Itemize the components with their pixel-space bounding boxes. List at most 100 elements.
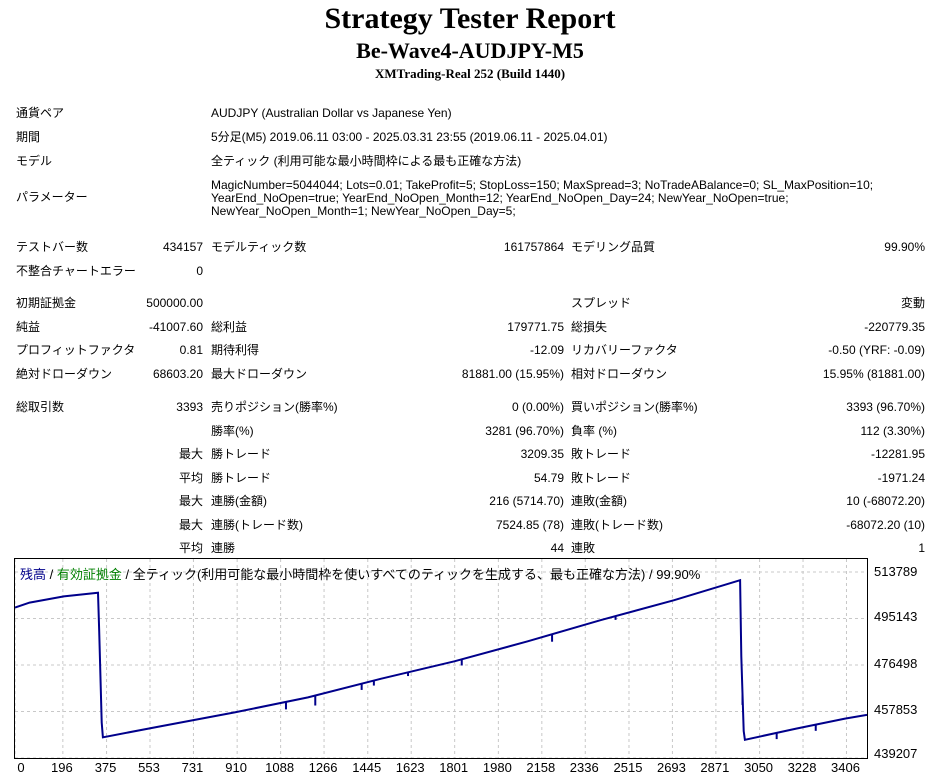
stat-prefix: 最大 xyxy=(178,518,203,532)
stat-value: 112 (3.30%) xyxy=(860,424,925,438)
stat-label: 総損失 xyxy=(571,320,608,334)
stat-label: 総利益 xyxy=(211,320,248,334)
stat-value: 3281 (96.70%) xyxy=(485,424,564,438)
stat-value: -68072.20 (10) xyxy=(846,518,925,532)
stat-value: 0 (0.00%) xyxy=(511,400,564,414)
stat-label: モデリング品質 xyxy=(571,240,656,254)
stat-value: 3209.35 xyxy=(520,447,564,461)
stat-value: 7524.85 (78) xyxy=(495,518,564,532)
x-tick-label: 0 xyxy=(17,760,25,775)
info-value-line: MagicNumber=5044044; Lots=0.01; TakeProf… xyxy=(211,178,874,192)
x-tick-label: 2336 xyxy=(569,760,599,775)
stat-value: -1971.24 xyxy=(877,471,925,485)
info-value: 全ティック (利用可能な最小時間枠による最も正確な方法) xyxy=(211,154,522,168)
stat-label: 絶対ドローダウン xyxy=(16,367,113,381)
stat-label: 勝トレード xyxy=(211,447,272,461)
stat-label: 勝トレード xyxy=(211,471,272,485)
series-balance-line xyxy=(14,578,868,742)
x-tick-label: 3050 xyxy=(744,760,774,775)
info-label: モデル xyxy=(16,154,53,168)
stat-value: 500000.00 xyxy=(146,296,203,310)
stat-label: 勝率(%) xyxy=(211,424,254,438)
server-build: XMTrading-Real 252 (Build 1440) xyxy=(374,66,566,81)
stat-value: -12.09 xyxy=(529,343,564,357)
stat-value: 0 xyxy=(196,264,203,278)
stat-label: 連敗(トレード数) xyxy=(571,518,663,532)
stat-label: 敗トレード xyxy=(571,447,632,461)
x-tick-label: 1801 xyxy=(439,760,469,775)
stat-value: 3393 (96.70%) xyxy=(846,400,925,414)
y-tick-label: 439207 xyxy=(874,746,918,761)
y-tick-label: 457853 xyxy=(874,702,918,718)
stat-label: 連勝(トレード数) xyxy=(211,518,303,532)
x-tick-label: 2515 xyxy=(613,760,643,775)
legend-equity: 有効証拠金 xyxy=(56,567,122,582)
stat-value: 44 xyxy=(550,541,564,555)
stat-label: 敗トレード xyxy=(571,471,632,485)
stat-label: 不整合チャートエラー xyxy=(16,264,136,278)
stat-value: 99.90% xyxy=(884,240,925,254)
expert-name: Be-Wave4-AUDJPY-M5 xyxy=(356,38,584,63)
y-tick-label: 513789 xyxy=(874,564,918,579)
info-value: 5分足(M5) 2019.06.11 03:00 - 2025.03.31 23… xyxy=(211,130,608,144)
x-tick-label: 3228 xyxy=(787,760,817,775)
stat-value: 10 (-68072.20) xyxy=(846,494,925,508)
stat-label: リカバリーファクタ xyxy=(571,343,678,357)
stat-label: テストバー数 xyxy=(16,240,89,254)
stat-label: 期待利得 xyxy=(211,343,260,357)
stat-value: 54.79 xyxy=(533,471,564,485)
x-tick-label: 196 xyxy=(50,760,73,775)
x-tick-label: 2693 xyxy=(656,760,686,775)
x-tick-label: 2158 xyxy=(526,760,556,775)
info-label: 期間 xyxy=(16,130,41,144)
stat-label: 連勝 xyxy=(211,541,236,555)
x-tick-label: 1088 xyxy=(265,760,295,775)
x-tick-label: 1266 xyxy=(308,760,338,775)
stat-value: -12281.95 xyxy=(870,447,925,461)
x-tick-label: 375 xyxy=(94,760,117,775)
x-tick-label: 910 xyxy=(225,760,247,775)
chart-legend: 残高 / 有効証拠金 / 全ティック(利用可能な最小時間枠を使いすべてのティック… xyxy=(20,564,700,583)
info-label: 通貨ペア xyxy=(16,106,65,120)
stat-label: プロフィットファクタ xyxy=(16,343,136,357)
stat-label: 最大ドローダウン xyxy=(211,367,308,381)
stat-value: 変動 xyxy=(900,296,925,310)
stat-value: 15.95% (81881.00) xyxy=(822,367,925,381)
stat-value: -220779.35 xyxy=(864,320,925,334)
info-value-line: NewYear_NoOpen_Month=1; NewYear_NoOpen_D… xyxy=(211,204,516,218)
stat-label: モデルティック数 xyxy=(211,240,307,254)
stat-label: 負率 (%) xyxy=(571,424,617,438)
report-title: Strategy Tester Report xyxy=(324,2,616,35)
stat-label: 連敗(金額) xyxy=(571,494,627,508)
stat-prefix: 平均 xyxy=(178,541,203,555)
y-tick-label: 476498 xyxy=(874,655,918,671)
stat-value: 434157 xyxy=(162,240,203,254)
info-value: AUDJPY (Australian Dollar vs Japanese Ye… xyxy=(211,106,452,120)
info-label: パラメーター xyxy=(16,190,88,204)
stat-prefix: 平均 xyxy=(178,471,203,485)
stat-value: 3393 xyxy=(176,400,203,414)
x-tick-label: 3406 xyxy=(831,760,860,775)
x-tick-label: 553 xyxy=(138,760,160,775)
stat-label: 総取引数 xyxy=(16,400,65,414)
stat-label: 連勝(金額) xyxy=(211,494,267,508)
stat-label: 連敗 xyxy=(571,541,596,555)
legend-model: 全ティック(利用可能な最小時間枠を使いすべてのティックを生成する、最も正確な方法… xyxy=(132,567,701,582)
x-tick-label: 2871 xyxy=(700,760,730,775)
x-tick-label: 1980 xyxy=(482,760,512,775)
stat-label: 買いポジション(勝率%) xyxy=(571,400,698,414)
x-tick-label: 1445 xyxy=(352,760,382,775)
stat-value: -41007.60 xyxy=(148,320,203,334)
x-tick-label: 1623 xyxy=(395,760,425,775)
chart-svg xyxy=(14,559,868,759)
stat-label: 初期証拠金 xyxy=(16,296,77,310)
stat-value: 216 (5714.70) xyxy=(489,494,564,508)
stat-prefix: 最大 xyxy=(178,494,203,508)
balance-chart xyxy=(14,558,868,759)
stat-value: 1 xyxy=(918,541,925,555)
info-value-line: YearEnd_NoOpen=true; YearEnd_NoOpen_Mont… xyxy=(211,191,789,205)
legend-separator: / xyxy=(46,567,57,582)
legend-separator: / xyxy=(121,567,133,582)
stat-value: 68603.20 xyxy=(152,367,203,381)
stat-value: 81881.00 (15.95%) xyxy=(461,367,564,381)
